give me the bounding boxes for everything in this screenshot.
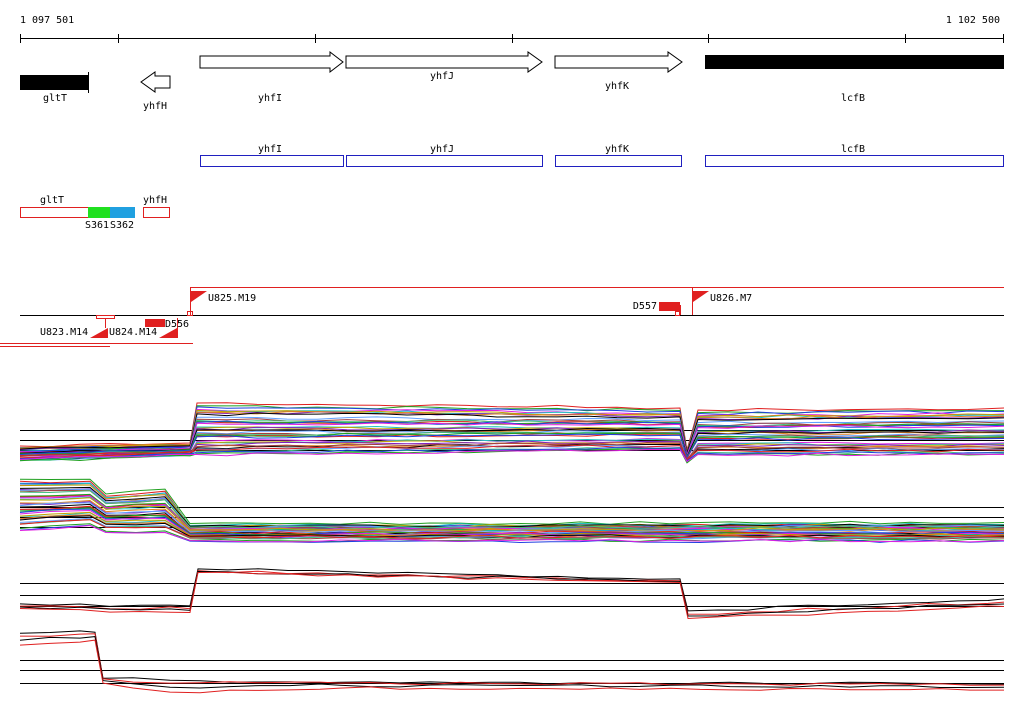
expression-line xyxy=(19,490,1005,529)
feature-label: D556 xyxy=(165,319,189,330)
expression-line xyxy=(19,486,1005,528)
gene-label: lcfB xyxy=(841,93,865,104)
feature-label: U825.M19 xyxy=(208,293,256,304)
expression-profiles xyxy=(19,402,1005,694)
expression-line xyxy=(19,570,1005,617)
expression-line xyxy=(19,568,1005,612)
expression-reference xyxy=(20,430,1004,684)
gene-label: yhfI xyxy=(258,93,282,104)
feature-label: D557 xyxy=(633,301,657,312)
expression-line xyxy=(19,402,1005,451)
expression-line xyxy=(19,630,1005,686)
operon-label: gltT xyxy=(40,195,64,206)
expression-line xyxy=(19,519,1005,540)
expression-line xyxy=(19,422,1005,457)
ruler xyxy=(20,34,1004,43)
feature-track xyxy=(0,287,1004,347)
expression-line xyxy=(19,570,1005,615)
feature-label: U823.M14 xyxy=(40,327,88,338)
gene-models xyxy=(200,155,1004,167)
ruler-start: 1 097 501 xyxy=(20,15,74,26)
operon xyxy=(20,207,89,218)
operon xyxy=(143,207,170,218)
gene-arrow xyxy=(140,71,171,93)
gene-arrow xyxy=(199,50,344,74)
expression-line xyxy=(19,482,1005,529)
expression-line xyxy=(19,502,1005,534)
site-label: S361 xyxy=(85,220,109,231)
expression-line xyxy=(19,432,1005,458)
expression-line xyxy=(19,524,1005,543)
expression-line xyxy=(19,441,1005,460)
expression-line xyxy=(19,433,1005,459)
expression-line xyxy=(19,412,1005,455)
expression-line xyxy=(19,636,1005,689)
gene-label: yhfK xyxy=(605,81,629,92)
model-label: yhfI xyxy=(258,144,282,155)
gene xyxy=(20,75,88,90)
operon-label: yhfH xyxy=(143,195,167,206)
site xyxy=(88,207,110,218)
expression-line xyxy=(19,444,1005,461)
expression-line xyxy=(19,478,1005,525)
ruler-end: 1 102 500 xyxy=(946,15,1000,26)
expression-line xyxy=(19,446,1005,462)
gene xyxy=(705,55,1004,69)
expression-line xyxy=(19,449,1005,463)
model-label: yhfJ xyxy=(430,144,454,155)
gene-label: yhfH xyxy=(143,101,167,112)
gene-label: gltT xyxy=(43,93,67,104)
model-label: lcfB xyxy=(841,144,865,155)
expression-line xyxy=(19,633,1005,686)
expression-line xyxy=(19,571,1005,620)
site-label: S362 xyxy=(110,220,134,231)
feature-label: U824.M14 xyxy=(109,327,157,338)
feature-label: U826.M7 xyxy=(710,293,752,304)
expression-line xyxy=(19,411,1005,453)
gene-arrow xyxy=(345,51,543,73)
gene-arrow xyxy=(554,51,683,73)
model-label: yhfK xyxy=(605,144,629,155)
expression-line xyxy=(19,639,1004,694)
site xyxy=(110,207,135,218)
gene-label: yhfJ xyxy=(430,71,454,82)
